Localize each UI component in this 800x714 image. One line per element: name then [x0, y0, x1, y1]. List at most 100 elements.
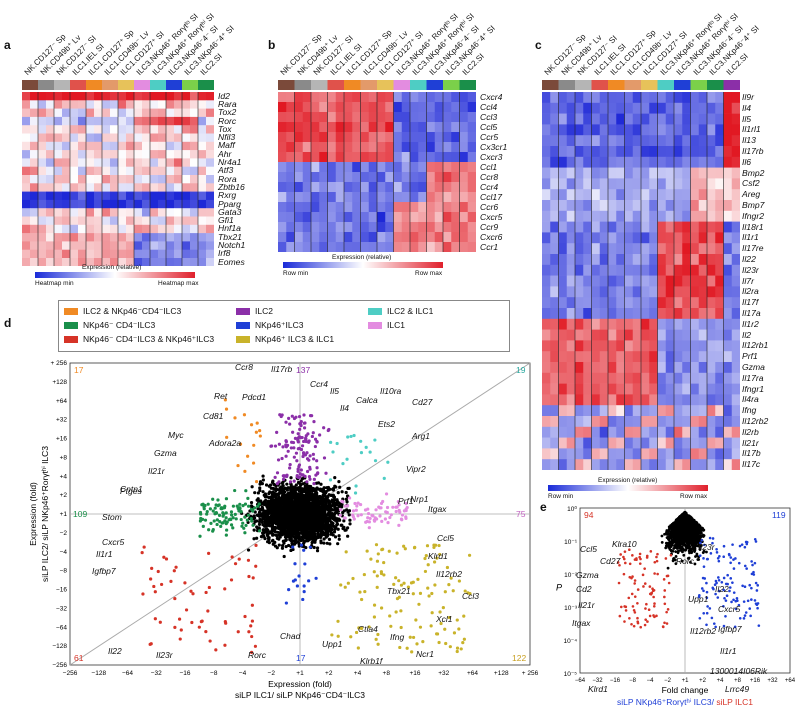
heatmap-cell	[575, 114, 584, 125]
heatmap-cell	[715, 276, 724, 287]
gene-label: Ifngr2	[742, 212, 764, 221]
heatmap-cell	[443, 122, 452, 132]
data-point	[291, 493, 294, 496]
heatmap-cell	[592, 427, 601, 438]
heatmap-cell	[352, 92, 361, 102]
heatmap-cell	[86, 225, 94, 234]
heatmap-cell	[633, 340, 642, 351]
heatmap-cell	[658, 114, 667, 125]
heatmap-cell	[567, 178, 576, 189]
data-point	[302, 482, 305, 485]
heatmap-cell	[30, 192, 38, 201]
heatmap-cell	[134, 117, 142, 126]
heatmap-cell	[166, 225, 174, 234]
heatmap-cell	[641, 254, 650, 265]
heatmap-cell	[715, 373, 724, 384]
data-point	[406, 506, 409, 509]
data-point	[298, 508, 301, 511]
heatmap-cell	[707, 308, 716, 319]
heatmap-cell	[54, 225, 62, 234]
data-point	[331, 450, 334, 453]
heatmap-cell	[174, 192, 182, 201]
heatmap-cell	[418, 172, 427, 182]
data-point	[293, 513, 296, 516]
data-point	[268, 490, 271, 493]
heatmap-cell	[134, 250, 142, 259]
heatmap-cell	[699, 384, 708, 395]
data-point	[300, 525, 303, 528]
heatmap-cell	[682, 438, 691, 449]
heatmap-cell	[625, 448, 634, 459]
heatmap-cell	[118, 175, 126, 184]
heatmap-cell	[174, 125, 182, 134]
heatmap-cell	[641, 103, 650, 114]
heatmap-cell	[724, 416, 733, 427]
heatmap-header-swatch	[410, 80, 427, 90]
heatmap-cell	[641, 178, 650, 189]
data-point	[319, 483, 322, 486]
heatmap-cell	[30, 250, 38, 259]
heatmap-cell	[724, 157, 733, 168]
data-point	[286, 526, 289, 529]
heatmap-cell	[608, 286, 617, 297]
data-point	[403, 509, 406, 512]
heatmap-cell	[658, 200, 667, 211]
heatmap-cell	[394, 162, 403, 172]
heatmap-cell	[666, 254, 675, 265]
heatmap-cell	[94, 175, 102, 184]
data-point	[298, 521, 301, 524]
y-tick-label: −4	[60, 549, 68, 556]
data-point	[273, 492, 276, 495]
data-point	[267, 516, 270, 519]
heatmap-cell	[682, 168, 691, 179]
heatmap-cell	[102, 142, 110, 151]
heatmap-cell	[600, 222, 609, 233]
heatmap-cell	[62, 109, 70, 118]
heatmap-cell	[435, 132, 444, 142]
heatmap-cell	[691, 459, 700, 470]
heatmap-cell	[22, 217, 30, 226]
data-point	[309, 414, 312, 417]
heatmap-cell	[435, 162, 444, 172]
data-point	[339, 508, 342, 511]
heatmap-cell	[691, 405, 700, 416]
heatmap-cell	[707, 157, 716, 168]
heatmap-cell	[592, 114, 601, 125]
heatmap-cell	[616, 330, 625, 341]
heatmap-cell	[319, 202, 328, 212]
data-point	[346, 510, 349, 513]
data-point	[246, 519, 249, 522]
data-point	[141, 592, 144, 595]
data-point	[317, 510, 320, 513]
heatmap-cell	[682, 92, 691, 103]
data-point	[316, 546, 319, 549]
data-point	[173, 597, 176, 600]
data-point	[312, 482, 315, 485]
data-point	[327, 507, 330, 510]
heatmap-cell	[385, 122, 394, 132]
heatmap-cell	[182, 183, 190, 192]
data-point	[159, 621, 162, 624]
heatmap-cell	[699, 146, 708, 157]
heatmap-cell	[30, 200, 38, 209]
heatmap-cell	[295, 242, 304, 252]
data-point	[297, 432, 300, 435]
heatmap-cell	[616, 373, 625, 384]
heatmap-cell	[166, 158, 174, 167]
heatmap-header-swatch	[377, 80, 394, 90]
heatmap-cell	[142, 192, 150, 201]
heatmap-cell	[550, 297, 559, 308]
heatmap-cell	[38, 158, 46, 167]
data-point	[299, 436, 302, 439]
heatmap-cell	[377, 132, 386, 142]
heatmap-cell	[674, 92, 683, 103]
heatmap-cell	[70, 225, 78, 234]
data-point	[207, 503, 210, 506]
data-point	[288, 466, 291, 469]
heatmap-cell	[633, 448, 642, 459]
heatmap-cell	[715, 297, 724, 308]
heatmap-cell	[352, 112, 361, 122]
heatmap-cell	[691, 135, 700, 146]
heatmap-cell	[418, 132, 427, 142]
heatmap-cell	[658, 459, 667, 470]
